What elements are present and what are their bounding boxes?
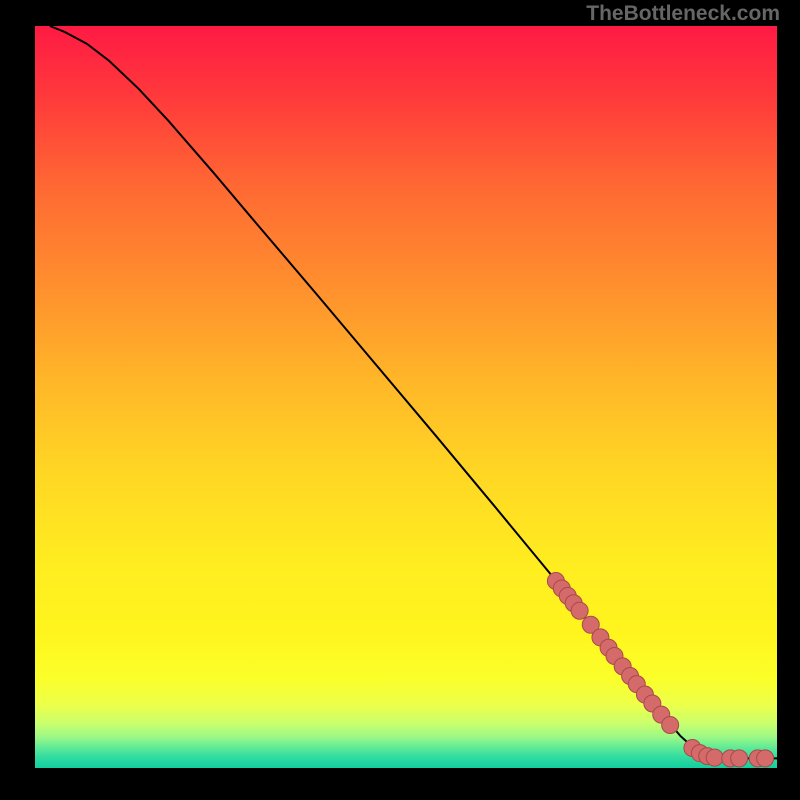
chart-frame: TheBottleneck.com — [0, 0, 800, 800]
bottleneck-curve — [50, 26, 777, 758]
plot-area — [35, 26, 777, 768]
data-marker — [662, 716, 679, 733]
curve-layer — [35, 26, 777, 768]
attribution-label: TheBottleneck.com — [586, 2, 780, 26]
data-marker — [571, 602, 588, 619]
data-marker — [731, 750, 748, 767]
data-marker — [757, 750, 774, 767]
data-marker — [706, 749, 723, 766]
